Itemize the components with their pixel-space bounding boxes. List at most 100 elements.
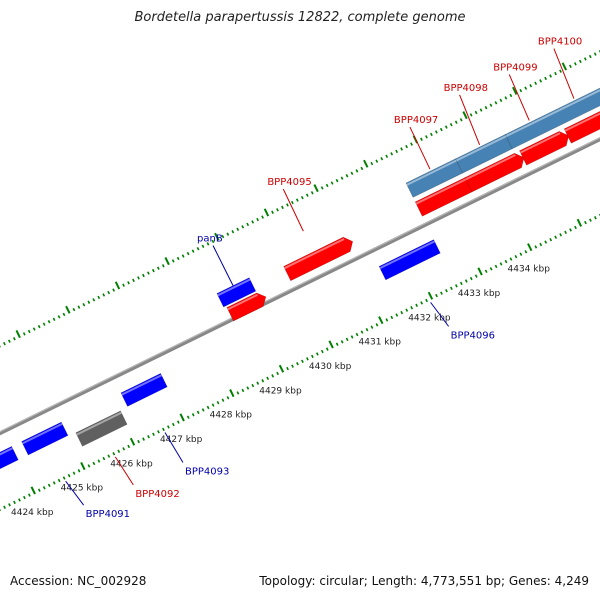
outer-tick [593, 52, 597, 56]
backbone-highlight [0, 137, 600, 433]
inner-tick [559, 233, 563, 237]
outer-tick [176, 256, 180, 261]
outer-tick [276, 208, 279, 212]
inner-tick [320, 349, 324, 354]
leader-line [459, 94, 481, 145]
outer-tick [52, 317, 56, 321]
inner-tick [97, 459, 101, 463]
inner-tick [350, 335, 354, 339]
inner-tick [425, 298, 428, 303]
gene-label: BPP4093 [185, 467, 229, 478]
inner-tick [544, 240, 548, 244]
leader-line [553, 48, 575, 99]
tick-label: 4425 kbp [61, 484, 104, 494]
outer-tick [62, 312, 66, 317]
outer-tick [330, 181, 334, 185]
outer-tick [241, 225, 245, 229]
inner-tick [261, 379, 265, 383]
gene-BPP4093 [120, 373, 168, 407]
outer-tick [32, 327, 36, 331]
inner-tick [52, 481, 56, 485]
outer-tick [211, 239, 215, 244]
inner-tick [589, 218, 592, 222]
outer-tick [400, 147, 403, 151]
gene-shine [379, 240, 436, 270]
outer-tick [588, 54, 592, 59]
inner-tick [415, 303, 419, 308]
leader-line [409, 126, 431, 170]
outer-tick [439, 127, 443, 132]
gene-label: BPP4092 [135, 489, 179, 500]
inner-tick [450, 286, 453, 290]
inner-tick [494, 264, 498, 269]
inner-tick [395, 313, 399, 317]
outer-tick [147, 271, 150, 275]
inner-tick [167, 425, 170, 429]
outer-tick [430, 132, 433, 137]
outer-tick [221, 234, 225, 239]
inner-tick [286, 366, 289, 371]
gene-layer [0, 87, 600, 470]
gene-shine [456, 135, 507, 162]
outer-tick [561, 62, 568, 71]
outer-tick [3, 341, 6, 346]
outer-tick [320, 186, 324, 190]
gene-shine [564, 112, 600, 132]
inner-tick [504, 259, 508, 264]
inner-tick [576, 218, 583, 227]
outer-tick [574, 62, 577, 66]
outer-tick [335, 178, 339, 183]
outer-tick [325, 183, 329, 188]
gene-label: BPP4099 [493, 62, 537, 73]
tick-label: 4429 kbp [259, 386, 302, 396]
tick-label: 4434 kbp [508, 265, 551, 275]
inner-tick [157, 430, 160, 434]
outer-tick [395, 149, 399, 154]
inner-tick [142, 437, 145, 441]
gene-label: BPP4095 [267, 177, 311, 188]
inner-tick [186, 415, 190, 419]
inner-tick [474, 274, 478, 278]
leader-line [430, 302, 449, 327]
inner-tick [276, 371, 280, 376]
outer-tick [246, 222, 250, 227]
outer-tick [27, 329, 31, 334]
inner-tick [162, 427, 165, 432]
inner-tick [8, 503, 11, 507]
outer-tick [196, 247, 200, 251]
inner-tick [246, 386, 250, 390]
gene-segment [504, 87, 600, 150]
outer-tick [385, 154, 389, 158]
inner-tick [584, 220, 587, 225]
outer-tick [360, 166, 364, 171]
outer-tick [87, 300, 91, 304]
inner-tick [524, 250, 528, 254]
inner-tick [527, 243, 533, 252]
gene-label: BPP4097 [394, 115, 438, 126]
inner-tick [499, 262, 503, 266]
inner-tick [221, 398, 225, 402]
inner-tick [400, 310, 404, 315]
leader-line [212, 245, 234, 286]
inner-tick [266, 376, 270, 381]
outer-tick [161, 264, 165, 268]
outer-tick [313, 184, 319, 193]
tick-label: 4428 kbp [210, 411, 253, 421]
inner-tick [534, 245, 538, 249]
outer-tick [12, 337, 16, 341]
inner-tick [405, 308, 409, 312]
gene-label: BPP4096 [451, 330, 495, 341]
inner-tick [57, 478, 61, 483]
inner-tick [87, 464, 91, 468]
outer-tick [47, 320, 51, 324]
outer-tick [22, 332, 26, 336]
outer-tick [529, 84, 533, 88]
inner-tick [335, 342, 339, 346]
inner-tick [42, 486, 46, 490]
gene-label: BPP4100 [538, 37, 582, 48]
inner-tick [296, 362, 299, 366]
outer-tick [72, 307, 76, 312]
outer-tick [370, 161, 374, 166]
inner-tick [147, 434, 150, 439]
inner-tick [112, 452, 116, 456]
